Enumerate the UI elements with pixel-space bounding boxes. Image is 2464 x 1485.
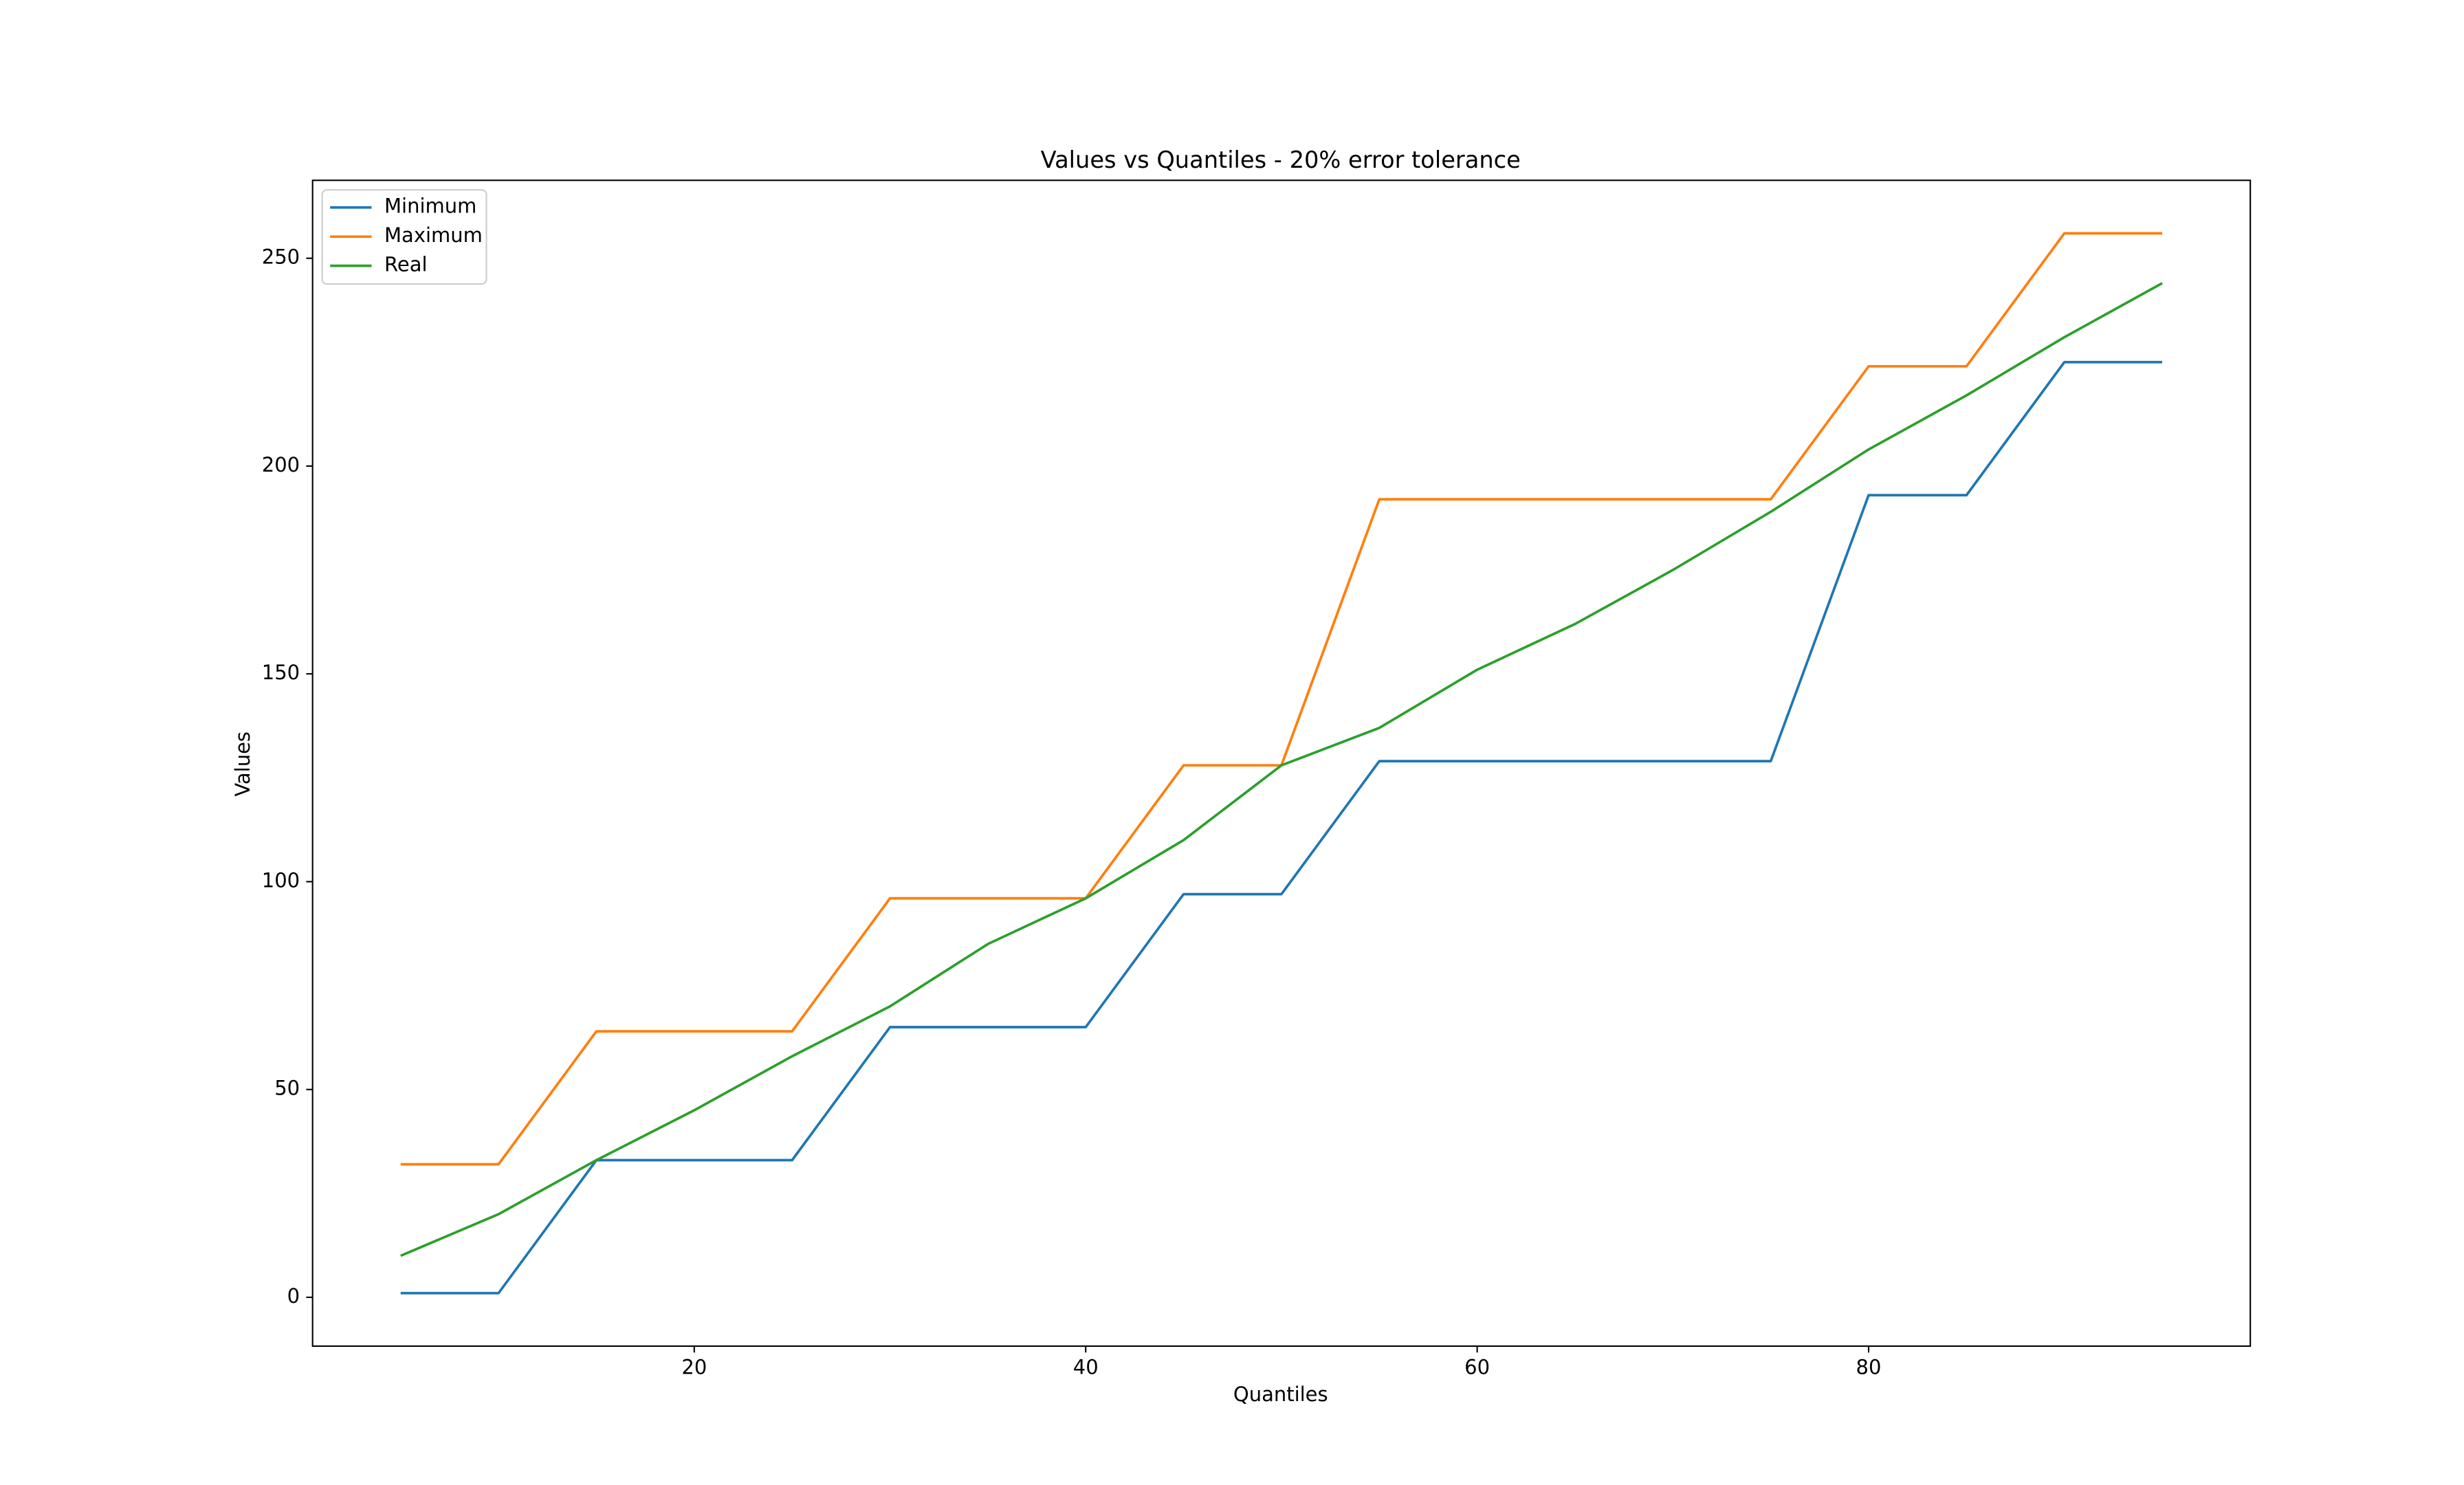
x-tick-label: 20 [681,1355,707,1378]
x-tick-label: 40 [1073,1355,1099,1378]
x-axis-label: Quantiles [1233,1383,1328,1406]
y-tick-label: 150 [262,661,300,684]
series-line [400,360,2163,1295]
legend: Minimum Maximum Real [321,189,487,285]
legend-label: Real [384,253,427,276]
y-axis-label: Values [231,732,254,797]
y-tick-label: 100 [262,868,300,892]
x-tick-label: 80 [1856,1355,1882,1378]
x-tick-label: 60 [1464,1355,1490,1378]
series-line [400,282,2163,1257]
y-tick-label: 250 [262,245,300,269]
plot-frame [311,179,2252,1348]
legend-label: Maximum [384,223,483,247]
y-tick-label: 200 [262,453,300,476]
y-tick-label: 0 [287,1284,300,1308]
chart-title: Values vs Quantiles - 20% error toleranc… [1041,146,1521,173]
legend-label: Minimum [384,195,476,218]
y-tick-label: 50 [274,1077,300,1100]
legend-box [321,189,487,285]
